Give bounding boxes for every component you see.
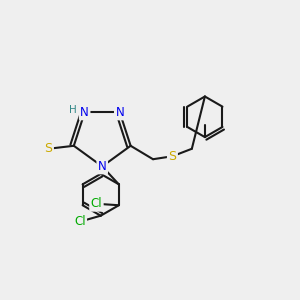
Text: Cl: Cl (91, 197, 102, 210)
Text: H: H (69, 105, 76, 115)
Text: N: N (80, 106, 89, 119)
Text: S: S (168, 150, 176, 163)
Text: H: H (69, 105, 76, 115)
Text: S: S (168, 150, 176, 163)
Text: N: N (98, 160, 106, 173)
Text: N: N (98, 160, 106, 173)
Text: S: S (44, 142, 52, 155)
Text: S: S (44, 142, 52, 155)
Text: Cl: Cl (91, 197, 102, 210)
Text: Cl: Cl (74, 215, 85, 228)
Text: N: N (116, 106, 124, 119)
Text: N: N (80, 106, 89, 119)
Text: N: N (116, 106, 124, 119)
Text: Cl: Cl (74, 215, 85, 228)
